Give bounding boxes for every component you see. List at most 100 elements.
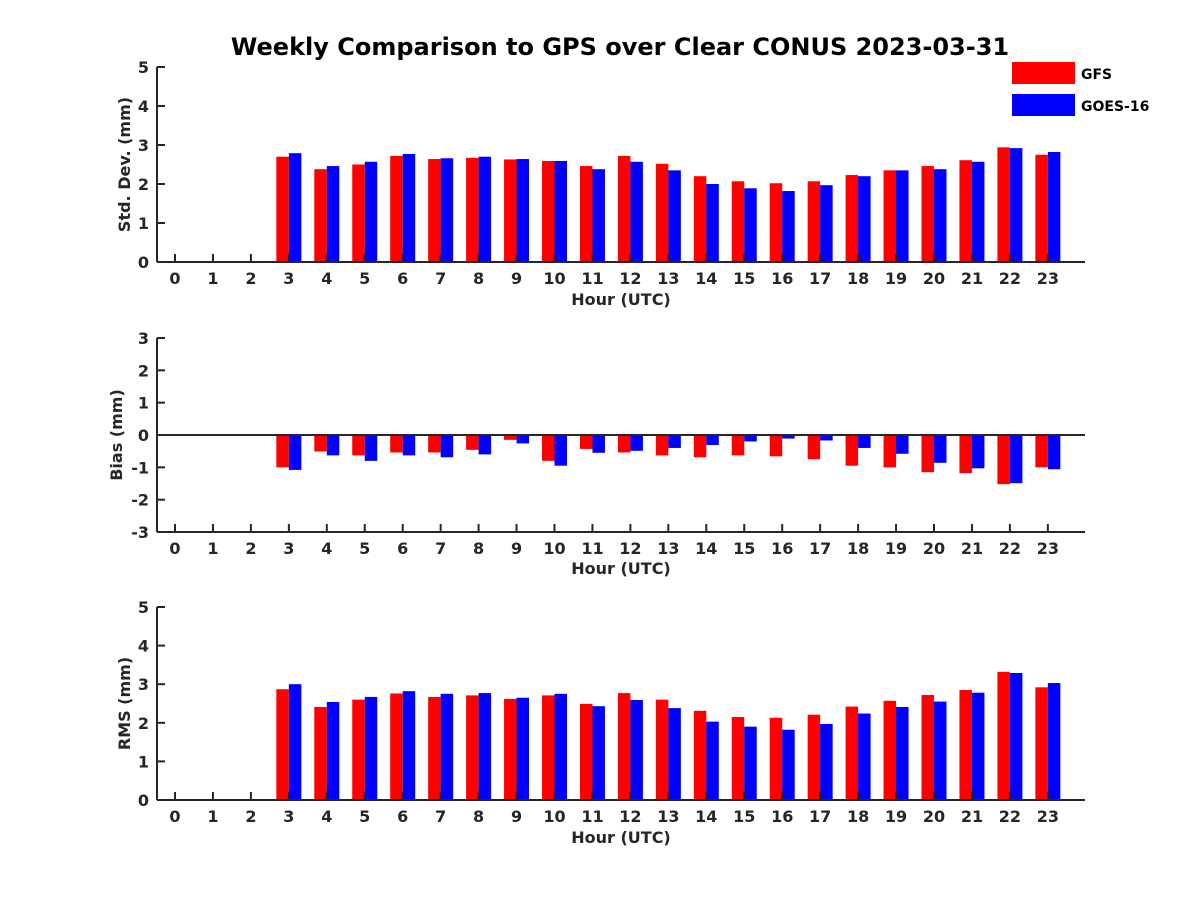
rms-bar-gfs-3 — [276, 689, 289, 800]
std-bar-gfs-16 — [769, 183, 783, 262]
std-x-tick-label: 7 — [435, 269, 446, 288]
std-bar-goes-23 — [1047, 152, 1061, 262]
bias-bar-goes-10 — [554, 435, 567, 466]
std-bar-gfs-10 — [542, 160, 555, 262]
bias-bar-gfs-6 — [390, 435, 403, 453]
rms-y-tick-label: 0 — [138, 791, 149, 810]
bias-y-tick-label: 0 — [138, 426, 149, 445]
std-bar-gfs-11 — [579, 166, 593, 262]
std-bar-goes-11 — [592, 169, 605, 262]
rms-x-tick-label: 0 — [169, 807, 180, 826]
std-bar-goes-12 — [630, 161, 643, 262]
bias-bar-gfs-21 — [959, 435, 972, 474]
bias-y-tick-label: 1 — [138, 394, 149, 413]
std-bar-goes-16 — [782, 191, 795, 262]
std-bar-gfs-3 — [276, 156, 289, 262]
bias-bar-gfs-7 — [428, 435, 441, 453]
std-bar-goes-15 — [744, 188, 757, 262]
bias-x-tick-label: 4 — [321, 539, 332, 558]
std-x-tick-label: 5 — [359, 269, 370, 288]
bias-x-tick-label: 10 — [543, 539, 565, 558]
std-bar-gfs-12 — [617, 155, 631, 262]
bias-bar-gfs-23 — [1035, 435, 1048, 468]
std-bar-gfs-19 — [883, 170, 897, 262]
legend-label-goes: GOES-16 — [1081, 99, 1149, 115]
std-bar-gfs-9 — [504, 159, 517, 262]
rms-x-tick-label: 1 — [207, 807, 218, 826]
rms-bar-gfs-14 — [693, 710, 707, 800]
std-y-tick-label: 2 — [138, 175, 149, 194]
bias-bar-gfs-3 — [276, 435, 289, 468]
bias-bar-gfs-19 — [883, 435, 897, 468]
rms-bar-goes-10 — [554, 693, 567, 800]
bias-bar-goes-20 — [934, 435, 947, 463]
rms-bar-goes-19 — [896, 706, 909, 800]
rms-bar-gfs-23 — [1035, 687, 1048, 800]
std-x-tick-label: 9 — [511, 269, 522, 288]
bias-bar-gfs-9 — [504, 435, 517, 440]
bias-bar-gfs-15 — [731, 435, 745, 456]
rms-x-tick-label: 20 — [923, 807, 945, 826]
rms-bar-goes-20 — [934, 701, 947, 800]
rms-bar-gfs-12 — [617, 693, 631, 800]
rms-x-tick-label: 17 — [809, 807, 831, 826]
rms-x-tick-label: 18 — [847, 807, 869, 826]
rms-x-tick-label: 3 — [283, 807, 294, 826]
bias-bar-goes-8 — [478, 435, 492, 455]
bias-bar-goes-12 — [630, 435, 643, 451]
std-y-axis-label: Std. Dev. (mm) — [115, 97, 134, 232]
std-bar-gfs-14 — [693, 176, 707, 262]
bias-x-tick-label: 5 — [359, 539, 370, 558]
bias-bar-gfs-10 — [542, 435, 555, 461]
rms-x-tick-label: 21 — [961, 807, 983, 826]
rms-bar-gfs-21 — [959, 689, 972, 800]
bias-x-tick-label: 22 — [999, 539, 1021, 558]
rms-bar-goes-11 — [592, 706, 605, 800]
std-bar-goes-18 — [858, 176, 871, 262]
rms-x-tick-label: 9 — [511, 807, 522, 826]
std-bar-gfs-15 — [731, 181, 745, 262]
std-x-tick-label: 1 — [207, 269, 218, 288]
bias-bar-gfs-13 — [655, 435, 669, 456]
bias-bar-gfs-8 — [466, 435, 479, 450]
bias-x-tick-label: 2 — [245, 539, 256, 558]
bias-bar-goes-11 — [592, 435, 605, 453]
rms-bar-gfs-9 — [504, 698, 517, 800]
std-x-tick-label: 17 — [809, 269, 831, 288]
std-bar-gfs-6 — [390, 155, 403, 262]
std-bar-goes-20 — [934, 169, 947, 262]
std-y-tick-label: 3 — [138, 136, 149, 155]
bias-bar-goes-9 — [516, 435, 530, 444]
rms-bar-gfs-15 — [731, 717, 745, 800]
bias-bar-gfs-16 — [769, 435, 783, 457]
rms-bar-goes-7 — [440, 693, 454, 800]
std-bar-goes-22 — [1009, 148, 1023, 262]
rms-y-tick-label: 2 — [138, 714, 149, 733]
bias-x-tick-label: 8 — [473, 539, 484, 558]
bias-y-tick-label: 2 — [138, 361, 149, 380]
std-x-tick-label: 6 — [397, 269, 408, 288]
std-x-tick-label: 18 — [847, 269, 869, 288]
std-x-tick-label: 21 — [961, 269, 983, 288]
std-x-tick-label: 4 — [321, 269, 332, 288]
std-bar-gfs-22 — [997, 147, 1010, 262]
std-bar-gfs-20 — [921, 166, 934, 262]
bias-bar-goes-6 — [402, 435, 416, 456]
std-bar-goes-17 — [820, 185, 833, 262]
rms-x-tick-label: 5 — [359, 807, 370, 826]
std-bar-gfs-18 — [845, 175, 859, 262]
bias-x-tick-label: 15 — [733, 539, 755, 558]
legend-swatch-gfs — [1012, 62, 1075, 84]
bias-x-tick-label: 16 — [771, 539, 793, 558]
rms-bar-goes-18 — [858, 713, 871, 800]
rms-bar-gfs-4 — [314, 706, 327, 800]
bias-bar-goes-3 — [288, 435, 302, 470]
bias-bar-goes-16 — [782, 435, 795, 439]
std-bar-goes-14 — [706, 184, 719, 262]
std-bar-goes-9 — [516, 159, 530, 262]
bias-bar-gfs-14 — [693, 435, 707, 458]
std-bar-goes-4 — [326, 166, 340, 262]
std-y-tick-label: 0 — [138, 253, 149, 272]
